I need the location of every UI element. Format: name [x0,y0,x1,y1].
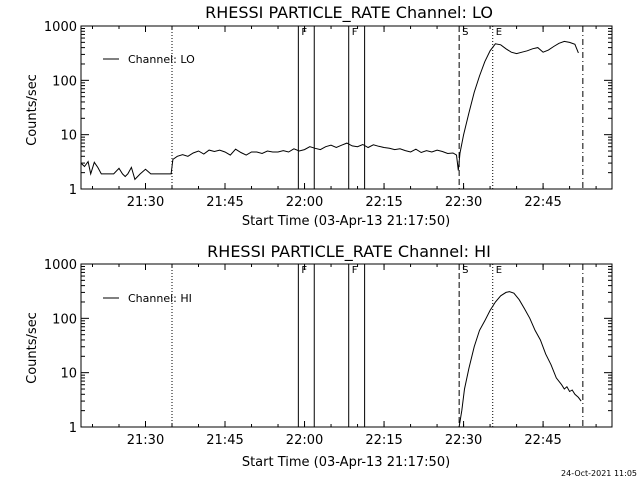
axis-ticks: 21:30 21:45 22:00 22:15 22:30 22:45 1 10 100 1000 [44,20,612,210]
event-marker-label: F [352,265,358,276]
chart-title: RHESSI PARTICLE_RATE Channel: HI [207,242,491,262]
event-marker-label: S [462,27,468,38]
y-tick-label: 1000 [44,258,77,273]
chart-panel-hi: RHESSI PARTICLE_RATE Channel: HI Counts/… [25,242,613,470]
y-tick-label: 1 [69,183,77,198]
chart-panel-lo: RHESSI PARTICLE_RATE Channel: LO Counts/… [25,3,613,229]
legend: Channel: LO [103,53,195,66]
x-tick-label: 22:15 [365,195,402,210]
x-tick-label: 22:30 [445,195,482,210]
event-marker-label: E [496,265,502,276]
plot-frame [80,25,613,190]
y-tick-label: 100 [52,74,77,89]
x-tick-label: 22:45 [524,195,561,210]
chart-title: RHESSI PARTICLE_RATE Channel: LO [205,3,493,23]
plot-frame [80,263,613,428]
y-tick-label: 1000 [44,20,77,35]
series-group [458,291,582,428]
x-tick-label: 22:30 [445,433,482,448]
series-line [458,291,582,428]
event-marker-label: F [301,27,307,38]
legend-entry: Channel: HI [128,292,192,305]
series-group [80,40,579,181]
axis-ticks: 21:30 21:45 22:00 22:15 22:30 22:45 1 10 100 1000 [44,258,612,448]
event-marker-label: E [496,27,502,38]
x-tick-label: 21:45 [206,195,243,210]
x-tick-label: 22:00 [286,195,323,210]
x-tick-label: 21:30 [127,195,164,210]
y-axis-label: Counts/sec [25,74,40,146]
event-marker-label: F [352,27,358,38]
legend: Channel: HI [103,292,192,305]
x-tick-label: 22:45 [524,433,561,448]
x-axis-label: Start Time (03-Apr-13 21:17:50) [242,455,450,470]
x-tick-label: 22:00 [286,433,323,448]
y-tick-label: 10 [60,367,77,382]
series-line [80,40,579,181]
y-tick-label: 10 [60,129,77,144]
y-axis-label: Counts/sec [25,312,40,384]
x-tick-label: 21:45 [206,433,243,448]
event-marker-label: S [462,265,468,276]
event-marker-label: F [301,265,307,276]
legend-entry: Channel: LO [128,53,195,66]
y-tick-label: 100 [52,312,77,327]
timestamp-stamp: 24-Oct-2021 11:05 [561,469,637,478]
x-axis-label: Start Time (03-Apr-13 21:17:50) [242,214,450,229]
x-tick-label: 21:30 [127,433,164,448]
y-tick-label: 1 [69,421,77,436]
x-tick-label: 22:15 [365,433,402,448]
